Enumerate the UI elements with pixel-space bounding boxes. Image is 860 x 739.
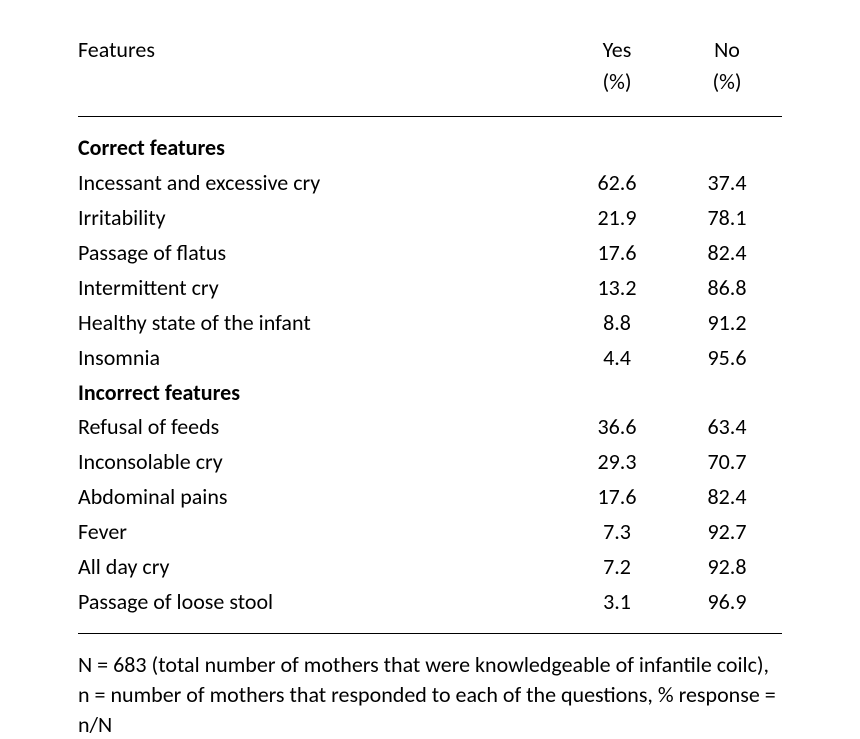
feature-cell: Irritability (78, 201, 562, 236)
no-cell: 86.8 (672, 270, 782, 305)
col-header-features: Features (78, 34, 562, 116)
page: Features Yes(%) No(%) Correct features I… (0, 0, 860, 719)
no-cell: 82.4 (672, 480, 782, 515)
table-row: Passage of flatus 17.6 82.4 (78, 235, 782, 270)
table-row: Fever 7.3 92.7 (78, 515, 782, 550)
yes-cell: 29.3 (562, 445, 672, 480)
section-title-row: Correct features (78, 131, 782, 166)
feature-cell: Inconsolable cry (78, 445, 562, 480)
no-cell: 37.4 (672, 166, 782, 201)
section-title: Correct features (78, 131, 782, 166)
yes-cell: 62.6 (562, 166, 672, 201)
feature-cell: Refusal of feeds (78, 410, 562, 445)
no-cell: 78.1 (672, 201, 782, 236)
table-row: All day cry 7.2 92.8 (78, 549, 782, 584)
feature-cell: Intermittent cry (78, 270, 562, 305)
no-cell: 92.7 (672, 515, 782, 550)
table-row: Intermittent cry 13.2 86.8 (78, 270, 782, 305)
yes-cell: 8.8 (562, 305, 672, 340)
no-cell: 95.6 (672, 340, 782, 375)
table-row: Inconsolable cry 29.3 70.7 (78, 445, 782, 480)
table-row: Healthy state of the infant 8.8 91.2 (78, 305, 782, 340)
feature-cell: Incessant and excessive cry (78, 166, 562, 201)
section-title-row: Incorrect features (78, 375, 782, 410)
table-footnote: N = 683 (total number of mothers that we… (78, 634, 782, 739)
yes-cell: 3.1 (562, 584, 672, 619)
feature-cell: Healthy state of the infant (78, 305, 562, 340)
features-table: Features Yes(%) No(%) Correct features I… (78, 34, 782, 634)
col-header-no: No(%) (672, 34, 782, 116)
spacer (78, 619, 782, 634)
no-cell: 96.9 (672, 584, 782, 619)
yes-cell: 7.2 (562, 549, 672, 584)
no-cell: 63.4 (672, 410, 782, 445)
feature-cell: All day cry (78, 549, 562, 584)
no-cell: 82.4 (672, 235, 782, 270)
no-cell: 92.8 (672, 549, 782, 584)
yes-cell: 21.9 (562, 201, 672, 236)
table-row: Refusal of feeds 36.6 63.4 (78, 410, 782, 445)
feature-cell: Passage of flatus (78, 235, 562, 270)
section-title: Incorrect features (78, 375, 782, 410)
table-row: Insomnia 4.4 95.6 (78, 340, 782, 375)
yes-cell: 17.6 (562, 235, 672, 270)
col-header-yes: Yes(%) (562, 34, 672, 116)
yes-cell: 36.6 (562, 410, 672, 445)
table-row: Irritability 21.9 78.1 (78, 201, 782, 236)
feature-cell: Insomnia (78, 340, 562, 375)
feature-cell: Abdominal pains (78, 480, 562, 515)
no-cell: 70.7 (672, 445, 782, 480)
yes-cell: 17.6 (562, 480, 672, 515)
feature-cell: Passage of loose stool (78, 584, 562, 619)
table-header-row: Features Yes(%) No(%) (78, 34, 782, 116)
table-row: Passage of loose stool 3.1 96.9 (78, 584, 782, 619)
yes-cell: 7.3 (562, 515, 672, 550)
table-row: Incessant and excessive cry 62.6 37.4 (78, 166, 782, 201)
no-cell: 91.2 (672, 305, 782, 340)
spacer (78, 116, 782, 131)
yes-cell: 4.4 (562, 340, 672, 375)
yes-cell: 13.2 (562, 270, 672, 305)
table-body: Correct features Incessant and excessive… (78, 116, 782, 634)
feature-cell: Fever (78, 515, 562, 550)
table-row: Abdominal pains 17.6 82.4 (78, 480, 782, 515)
